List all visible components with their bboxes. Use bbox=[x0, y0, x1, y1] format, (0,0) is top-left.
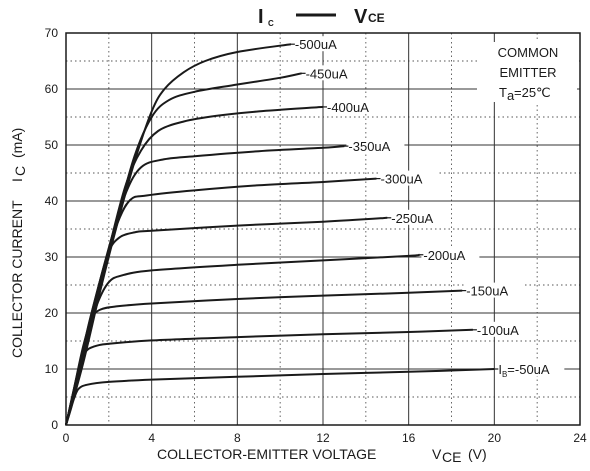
y-axis-title-group: COLLECTOR CURRENT I C (mA) bbox=[9, 128, 28, 358]
curves bbox=[65, 43, 495, 426]
curve-200uA bbox=[65, 253, 421, 426]
curve-label-backdrop bbox=[378, 170, 437, 186]
y-tick-label: 70 bbox=[45, 26, 59, 40]
title-x-sub: CE bbox=[368, 11, 385, 25]
curve-label-backdrop bbox=[292, 36, 351, 52]
annotation-line3-sub: a bbox=[507, 88, 515, 103]
curve-label-350uA: -350uA bbox=[348, 139, 390, 154]
title-y-symbol: I bbox=[258, 6, 264, 28]
curve-label-150uA: -150uA bbox=[466, 284, 508, 299]
curve-100uA bbox=[65, 328, 473, 426]
curve-label-250uA: -250uA bbox=[391, 211, 433, 226]
curve-350uA bbox=[65, 145, 345, 426]
x-tick-label: 4 bbox=[148, 431, 155, 445]
curve-label-backdrop bbox=[464, 282, 523, 298]
curve-label-500uA: -500uA bbox=[295, 37, 337, 52]
x-tick-label: 24 bbox=[573, 431, 587, 445]
y-axis-title: COLLECTOR CURRENT bbox=[9, 200, 25, 358]
annotation-line3-value: =25℃ bbox=[514, 85, 551, 100]
x-axis-sub: CE bbox=[442, 449, 461, 465]
annotation-line1: COMMON bbox=[498, 45, 559, 60]
x-axis-title: COLLECTOR-EMITTER VOLTAGE bbox=[157, 446, 376, 462]
x-tick-label: 0 bbox=[63, 431, 70, 445]
curve-label-backdrop bbox=[303, 65, 362, 81]
curve-label-backdrop bbox=[496, 361, 565, 376]
curve-label-50uA: IB=-50uA bbox=[498, 362, 550, 379]
curve-label-300uA: -300uA bbox=[381, 172, 423, 187]
curve-150uA bbox=[65, 289, 463, 426]
curve-labels: IB=-50uA -100uA -150uA -200uA -250uA -300uA -3… bbox=[289, 36, 565, 379]
x-tick-label: 12 bbox=[316, 431, 330, 445]
x-axis-symbol: V bbox=[432, 446, 442, 462]
x-tick-label: 20 bbox=[488, 431, 502, 445]
y-tick-label: 20 bbox=[45, 306, 59, 320]
curve-label-backdrop bbox=[474, 321, 533, 337]
y-tick-label: 50 bbox=[45, 138, 59, 152]
curve-450uA bbox=[65, 72, 302, 426]
curve-label-backdrop bbox=[389, 209, 448, 225]
y-tick-label: 10 bbox=[45, 362, 59, 376]
title-y-sub: C bbox=[268, 19, 274, 28]
y-axis-unit: (mA) bbox=[9, 128, 25, 158]
title-x-symbol: V bbox=[354, 6, 368, 28]
annotation-line2: EMITTER bbox=[499, 65, 556, 80]
curve-label-450uA: -450uA bbox=[306, 66, 348, 81]
y-tick-label: 60 bbox=[45, 82, 59, 96]
y-axis-symbol: I bbox=[9, 178, 25, 182]
plot-frame bbox=[65, 32, 581, 426]
x-tick-label: 8 bbox=[234, 431, 241, 445]
curve-500uA bbox=[65, 43, 292, 426]
x-tick-label: 16 bbox=[402, 431, 416, 445]
annotation-backdrop bbox=[477, 42, 577, 102]
curve-300uA bbox=[65, 177, 377, 426]
curve-250uA bbox=[65, 216, 388, 426]
curve-label-backdrop bbox=[346, 138, 405, 154]
curve-label-backdrop bbox=[325, 98, 383, 114]
x-axis-unit: (V) bbox=[468, 446, 487, 462]
y-tick-labels: 0 10 20 30 40 50 60 70 bbox=[45, 26, 59, 432]
curve-label-backdrop bbox=[421, 246, 480, 262]
y-tick-label: 30 bbox=[45, 250, 59, 264]
curve-label-100uA: -100uA bbox=[477, 323, 519, 338]
x-tick-labels: 0 4 8 12 16 20 24 bbox=[63, 431, 587, 445]
curve-label-400uA: -400uA bbox=[327, 100, 369, 115]
curve-label-200uA: -200uA bbox=[423, 248, 465, 263]
annotation-line3-symbol: T bbox=[499, 85, 507, 100]
y-axis-sub: C bbox=[12, 166, 28, 176]
y-tick-label: 0 bbox=[51, 418, 58, 432]
y-tick-label: 40 bbox=[45, 194, 59, 208]
